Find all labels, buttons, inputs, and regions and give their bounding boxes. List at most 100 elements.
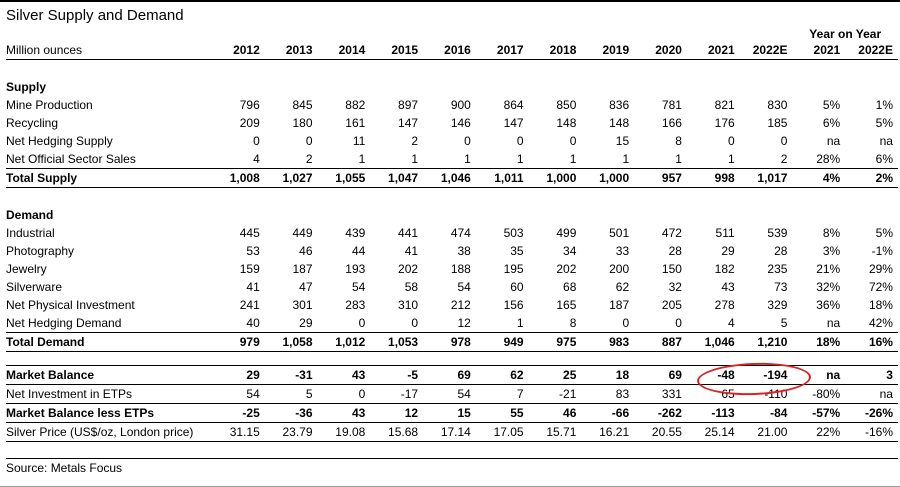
value-cell: 16% [868, 335, 893, 349]
value-cell: 53 [246, 244, 260, 258]
value-cell: 18 [615, 368, 630, 382]
value-cell: 32% [816, 280, 841, 294]
value-cell: 15.68 [388, 425, 419, 439]
value-cell: 33 [615, 244, 630, 258]
value-cell: 310 [398, 298, 419, 312]
value-cell: 1 [464, 152, 471, 166]
value-cell: -36 [295, 406, 313, 420]
value-cell: 0 [464, 134, 471, 148]
value-cell: 441 [398, 226, 419, 240]
value-cell: 4% [822, 171, 841, 185]
value-cell: 0 [728, 134, 735, 148]
value-cell: na [826, 368, 841, 382]
table-row: Net Hedging Supply 0 0 11 2 0 0 0 15 8 0 0 na na [6, 132, 898, 150]
value-cell: 205 [661, 298, 682, 312]
year-column-header: 2013 [285, 43, 313, 57]
value-cell: 3 [886, 368, 893, 382]
value-cell: 146 [450, 116, 471, 130]
value-cell: 1,047 [388, 171, 419, 185]
value-cell: 54 [351, 280, 366, 294]
value-cell: 329 [767, 298, 788, 312]
value-cell: 1% [875, 98, 893, 112]
value-cell: 830 [767, 98, 788, 112]
value-cell: -80% [812, 387, 841, 401]
value-cell: 900 [450, 98, 471, 112]
value-cell: 21.00 [757, 425, 788, 439]
value-cell: 150 [661, 262, 682, 276]
value-cell: 156 [503, 298, 524, 312]
value-cell: 55 [510, 406, 524, 420]
value-cell: 29% [868, 262, 893, 276]
value-cell: 1,017 [757, 171, 788, 185]
value-cell: -31 [295, 368, 313, 382]
value-cell: 0 [358, 387, 366, 401]
value-cell: na [879, 134, 893, 148]
table-row: Industrial 445 449 439 441 474 503 499 501 472 511… [6, 224, 898, 242]
value-cell: 72% [868, 280, 893, 294]
row-label: Photography [6, 244, 75, 258]
value-cell: 148 [556, 116, 577, 130]
value-cell: -17 [400, 387, 419, 401]
value-cell: 8 [569, 316, 577, 330]
value-cell: 5% [875, 116, 893, 130]
value-cell: 449 [292, 226, 313, 240]
row-label: Recycling [6, 116, 59, 130]
value-cell: 161 [345, 116, 366, 130]
value-cell: -16% [864, 425, 893, 439]
table-row: Net Official Sector Sales 4 2 1 1 1 1 1 1 1 1 2 28% 6… [6, 150, 898, 168]
table-row: Total Demand 979 1,058 1,012 1,053 978 949 975 9… [6, 332, 898, 352]
value-cell: 182 [714, 262, 735, 276]
year-column-header: 2019 [602, 43, 630, 57]
value-cell: 12 [457, 316, 471, 330]
value-cell: 17.05 [493, 425, 524, 439]
value-cell: 20.55 [651, 425, 682, 439]
value-cell: 0 [305, 134, 313, 148]
value-cell: 32 [668, 280, 682, 294]
value-cell: 1,055 [335, 171, 366, 185]
row-label: Jewelry [6, 262, 47, 276]
value-cell: 54 [457, 280, 471, 294]
row-label: Industrial [6, 226, 55, 240]
value-cell: 0 [569, 134, 577, 148]
value-cell: 36% [816, 298, 841, 312]
value-cell: 1,046 [440, 171, 471, 185]
year-column-header: 2021 [707, 43, 735, 57]
value-cell: 15.71 [546, 425, 577, 439]
value-cell: 28 [668, 244, 682, 258]
value-cell: 0 [675, 316, 682, 330]
year-column-header: 2015 [391, 43, 419, 57]
value-cell: 301 [292, 298, 313, 312]
value-cell: 200 [609, 262, 630, 276]
value-cell: 176 [714, 116, 735, 130]
value-cell: 5 [780, 316, 788, 330]
value-cell: 46 [563, 406, 577, 420]
value-cell: 180 [292, 116, 313, 130]
table-row: Market Balance less ETPs -25 -36 43 12 15 55 46… [6, 404, 898, 423]
table-row: Recycling 209 180 161 147 146 147 148 148 166 176 1… [6, 114, 898, 132]
value-cell: 1,012 [335, 335, 366, 349]
value-cell: 54 [246, 387, 260, 401]
value-cell: -110 [764, 387, 788, 401]
value-cell: 2 [411, 134, 419, 148]
value-cell: -194 [763, 368, 788, 382]
value-cell: 2 [780, 152, 788, 166]
value-cell: 2% [875, 171, 893, 185]
year-column-header: 2018 [549, 43, 577, 57]
value-cell: 539 [767, 226, 788, 240]
table-row: Net Investment in ETPs 54 5 0 -17 54 7 -21 83 331… [6, 385, 898, 404]
value-cell: 278 [714, 298, 735, 312]
value-cell: 0 [516, 134, 524, 148]
value-cell: 19.08 [335, 425, 366, 439]
value-cell: 187 [609, 298, 630, 312]
value-cell: 4 [253, 152, 260, 166]
value-cell: 1,011 [494, 171, 524, 185]
value-cell: 0 [411, 316, 419, 330]
value-cell: -5 [407, 368, 419, 382]
value-cell: 845 [292, 98, 313, 112]
yoy-header-label: Year on Year [809, 27, 882, 41]
value-cell: 16.21 [599, 425, 630, 439]
value-cell: 1 [516, 152, 524, 166]
row-label: Net Official Sector Sales [6, 152, 136, 166]
value-cell: 1 [516, 316, 524, 330]
value-cell: 5 [305, 387, 313, 401]
